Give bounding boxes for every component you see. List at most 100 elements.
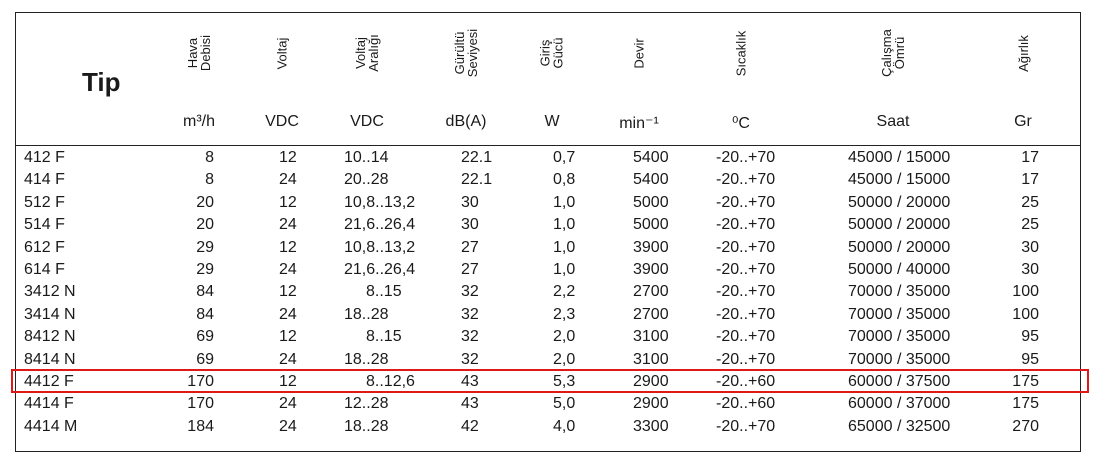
cell-noise: 32 <box>461 305 479 323</box>
table-row: 414 F 8 24 20..28 22.1 0,8 5400 -20..+70 45000 /… <box>16 170 1080 190</box>
cell-voltage: 24 <box>279 417 297 435</box>
cell-weight: 100 <box>1012 305 1039 323</box>
cell-noise: 32 <box>461 283 479 301</box>
table-row: 4414 F 170 24 12..28 43 5,0 2900 -20..+60 60000 … <box>16 394 1080 414</box>
cell-power: 0,7 <box>553 149 576 166</box>
cell-speed: 3100 <box>633 328 669 346</box>
cell-temperature: -20..+70 <box>716 149 776 166</box>
cell-voltage-range: 10,8..13,2 <box>344 193 416 211</box>
cell-noise: 27 <box>461 238 479 256</box>
header-tip: Tip <box>82 67 121 97</box>
cell-speed: 3900 <box>633 238 669 256</box>
cell-temperature: -20..+70 <box>716 193 776 211</box>
cell-temperature: -20..+70 <box>716 171 776 189</box>
header-noise-unit: dB(A) <box>445 113 487 130</box>
cell-voltage-range: 10,8..13,2 <box>344 238 416 256</box>
cell-power: 2,0 <box>553 350 576 368</box>
cell-speed: 5000 <box>633 193 669 211</box>
cell-power: 5,0 <box>553 395 576 413</box>
cell-lifetime: 50000 / 20000 <box>848 216 951 234</box>
cell-noise: 30 <box>461 193 479 211</box>
cell-power: 4,0 <box>553 417 576 435</box>
cell-lifetime: 50000 / 20000 <box>848 193 951 211</box>
cell-speed: 5400 <box>633 149 669 166</box>
header-power-unit: W <box>544 113 560 130</box>
cell-weight: 100 <box>1012 283 1039 301</box>
cell-voltage-range: 18..28 <box>344 417 389 435</box>
cell-power: 1,0 <box>553 261 576 278</box>
header-airflow-label: Hava Debisi <box>185 34 213 72</box>
cell-speed: 2900 <box>633 395 669 413</box>
header-temperature-unit: ⁰C <box>732 115 750 132</box>
cell-airflow: 184 <box>187 417 214 435</box>
header-voltage-label: Voltaj <box>274 37 290 69</box>
cell-tip: 3412 N <box>24 283 76 301</box>
cell-weight: 25 <box>1021 216 1039 234</box>
cell-voltage: 24 <box>279 395 297 413</box>
cell-airflow: 20 <box>196 216 214 234</box>
cell-voltage: 24 <box>279 261 297 278</box>
cell-lifetime: 50000 / 20000 <box>848 238 951 256</box>
cell-voltage: 12 <box>279 328 297 346</box>
cell-airflow: 69 <box>196 350 214 368</box>
table-header: Tip Hava Debisi m³/h Voltaj VDC Voltaj Aralı… <box>16 13 1080 146</box>
cell-speed: 3100 <box>633 350 669 368</box>
cell-airflow: 29 <box>196 238 214 256</box>
cell-voltage-range: 18..28 <box>344 305 389 323</box>
cell-power: 2,3 <box>553 305 576 323</box>
cell-voltage: 24 <box>279 171 297 189</box>
cell-temperature: -20..+70 <box>716 350 776 368</box>
cell-airflow: 170 <box>187 395 214 413</box>
table-row: 614 F 29 24 21,6..26,4 27 1,0 3900 -20..+70 5000… <box>16 260 1080 280</box>
cell-voltage: 24 <box>279 350 297 368</box>
cell-voltage-range: 8..15 <box>366 328 402 346</box>
cell-lifetime: 70000 / 35000 <box>848 328 951 346</box>
cell-airflow: 8 <box>205 171 214 189</box>
table-row: 8414 N 69 24 18..28 32 2,0 3100 -20..+70 70000 /… <box>16 350 1080 370</box>
cell-voltage: 24 <box>279 305 297 323</box>
cell-tip: 614 F <box>24 261 65 278</box>
cell-voltage: 12 <box>279 193 297 211</box>
table-row: 612 F 29 12 10,8..13,2 27 1,0 3900 -20..+70 5000… <box>16 238 1080 258</box>
table-row: 3414 N 84 24 18..28 32 2,3 2700 -20..+70 70000 /… <box>16 305 1080 325</box>
cell-airflow: 84 <box>196 283 214 301</box>
cell-noise: 32 <box>461 350 479 368</box>
header-voltage-range-unit: VDC <box>350 113 384 130</box>
cell-airflow: 84 <box>196 305 214 323</box>
table-row: 4414 M 184 24 18..28 42 4,0 3300 -20..+70 65000 … <box>16 417 1080 437</box>
cell-tip: 414 F <box>24 171 65 189</box>
cell-airflow: 8 <box>205 149 214 166</box>
cell-weight: 175 <box>1012 395 1039 413</box>
cell-lifetime: 60000 / 37500 <box>848 373 951 390</box>
cell-noise: 42 <box>461 417 479 435</box>
cell-tip: 512 F <box>24 193 65 211</box>
header-speed-label: Devir <box>631 37 647 69</box>
cell-voltage: 24 <box>279 216 297 234</box>
cell-tip: 4414 M <box>24 417 78 435</box>
highlight-box <box>11 369 1089 393</box>
cell-weight: 30 <box>1021 261 1039 278</box>
cell-speed: 5400 <box>633 171 669 189</box>
cell-tip: 412 F <box>24 149 65 166</box>
cell-power: 2,0 <box>553 328 576 346</box>
cell-voltage-range: 18..28 <box>344 350 389 368</box>
cell-lifetime: 70000 / 35000 <box>848 305 951 323</box>
cell-lifetime: 45000 / 15000 <box>848 171 951 189</box>
cell-voltage-range: 10..14 <box>344 149 389 166</box>
header-power-label: Giriş Gücü <box>537 37 566 69</box>
cell-noise: 27 <box>461 261 479 278</box>
cell-noise: 22.1 <box>461 171 493 189</box>
cell-voltage-range: 8..12,6 <box>366 373 415 390</box>
cell-tip: 612 F <box>24 238 65 256</box>
header-temperature-label: Sıcaklık <box>733 30 749 76</box>
table-row: 8412 N 69 12 8..15 32 2,0 3100 -20..+70 70000 / … <box>16 327 1080 347</box>
cell-power: 5,3 <box>553 373 576 390</box>
header-weight-unit: Gr <box>1014 113 1032 130</box>
cell-voltage-range: 21,6..26,4 <box>344 261 416 278</box>
cell-speed: 2700 <box>633 283 669 301</box>
header-noise-label: Gürültü Seviyesi <box>451 28 480 78</box>
cell-power: 2,2 <box>553 283 576 301</box>
header-lifetime-label: Çalışma Ömrü <box>879 29 907 77</box>
cell-temperature: -20..+60 <box>716 395 776 413</box>
header-voltage-unit: VDC <box>265 113 299 130</box>
